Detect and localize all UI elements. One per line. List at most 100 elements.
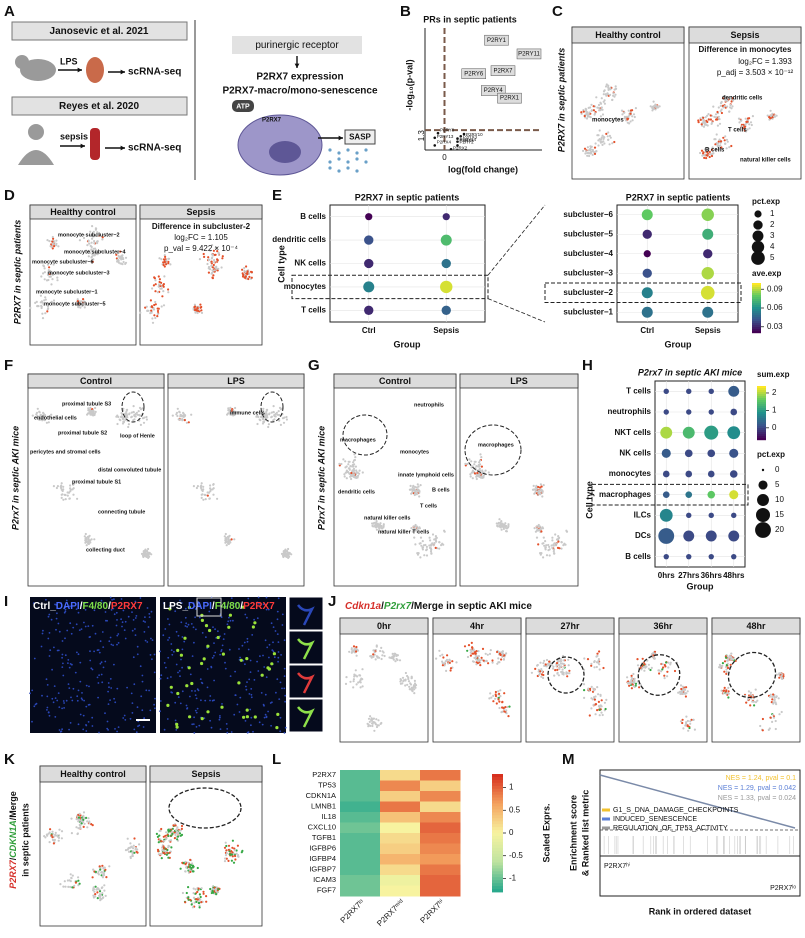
cell-dot [66,494,69,497]
nucleus-signal [163,602,165,605]
nucleus-signal [87,625,90,627]
cell-dot [340,462,343,466]
cell-dot [428,544,431,547]
cell-dot [79,306,82,309]
nucleus-signal [283,667,286,670]
cell-dot [138,843,141,846]
cell-dot [167,257,171,260]
nucleus-signal [116,619,118,621]
cell-dot [712,105,715,108]
cell-dot [147,552,150,555]
panel-letter: F [4,357,13,374]
cell-dot [192,896,196,899]
colorbar-step [757,400,766,403]
cell-dot [505,530,508,533]
cell-dot [85,816,88,820]
nucleus-signal [105,619,107,622]
cell-dot [230,859,233,862]
dot [442,213,450,221]
label-part: P2RX7 [111,601,143,612]
panel-letter: G [308,357,320,374]
panel-header-text: 0hr [377,621,392,631]
cell-dot [46,263,50,266]
nucleus-signal [174,719,177,722]
nucleus-signal [219,653,222,656]
cell-dot [348,650,351,653]
cell-dot [433,542,436,545]
cell-dot [667,661,670,664]
cell-dot [231,855,234,858]
cell-dot [623,111,626,114]
cell-dot [507,523,510,526]
cell-dot [601,113,605,116]
cell-dot [38,411,41,414]
atp-box [232,100,254,112]
cell-dot [709,114,712,117]
cell-dot [537,490,540,493]
cell-dot [597,139,600,142]
nucleus-signal [101,631,104,633]
cell-dot [419,556,422,559]
cell-dot [425,545,428,549]
cell-dot [215,265,218,268]
cell-dot [487,662,490,665]
receptor-box [232,36,362,54]
dot [708,553,714,560]
cell-dot [221,255,224,258]
nucleus-signal [233,713,236,716]
nucleus-signal [131,611,133,613]
cell-dot [596,686,599,689]
nucleus-signal [180,658,182,661]
cell-dot [471,477,474,480]
cell-dot [133,837,136,840]
cell-dot [211,488,214,491]
cell-dot [232,861,236,864]
sasp-dot [355,169,359,173]
cell-dot [191,862,194,865]
nucleus-signal [77,689,80,692]
cluster-label: proximal tubule S1 [72,479,121,485]
cell-dot [77,879,80,882]
dot [663,553,669,560]
label: sum.exp [757,370,790,379]
cell-dot [690,718,693,721]
cell-dot [420,544,423,547]
colorbar-step [757,408,766,411]
cell-dot [586,154,589,157]
cell-dot [87,537,90,540]
nucleus-signal [131,702,134,704]
cell-dot [352,459,356,462]
sasp-dot [337,169,341,173]
nucleus-signal [213,642,215,644]
nucleus-signal [244,613,247,616]
point-label: P2RY10 [466,132,483,137]
cell-dot [404,684,407,687]
colorbar-step [752,317,761,320]
nucleus-signal [116,634,119,637]
colorbar-step [757,406,766,409]
cluster-label: proximal tubule S3 [62,401,111,407]
cell-dot [217,888,220,891]
cell-dot [586,658,590,661]
highlight-ellipse [547,656,585,694]
colorbar-step [492,797,503,801]
cell-dot [282,421,286,424]
cell-dot [95,249,98,252]
cell-dot [753,704,756,707]
inset [288,664,324,699]
nucleus-signal [124,719,127,721]
nucleus-signal [239,656,242,659]
cell-dot [124,849,128,852]
cell-dot [369,724,372,728]
nucleus-signal [45,598,47,601]
heat-cell [420,780,461,792]
cell-dot [775,114,778,117]
column-label: P2RX7ᵐⁱᵈ [375,898,406,929]
cell-dot [51,838,55,842]
nucleus-signal [263,666,266,668]
cell-dot [211,277,214,280]
nucleus-signal [164,628,167,630]
cell-dot [440,544,443,547]
nucleus-signal [96,676,99,679]
nucleus-signal [247,648,250,651]
